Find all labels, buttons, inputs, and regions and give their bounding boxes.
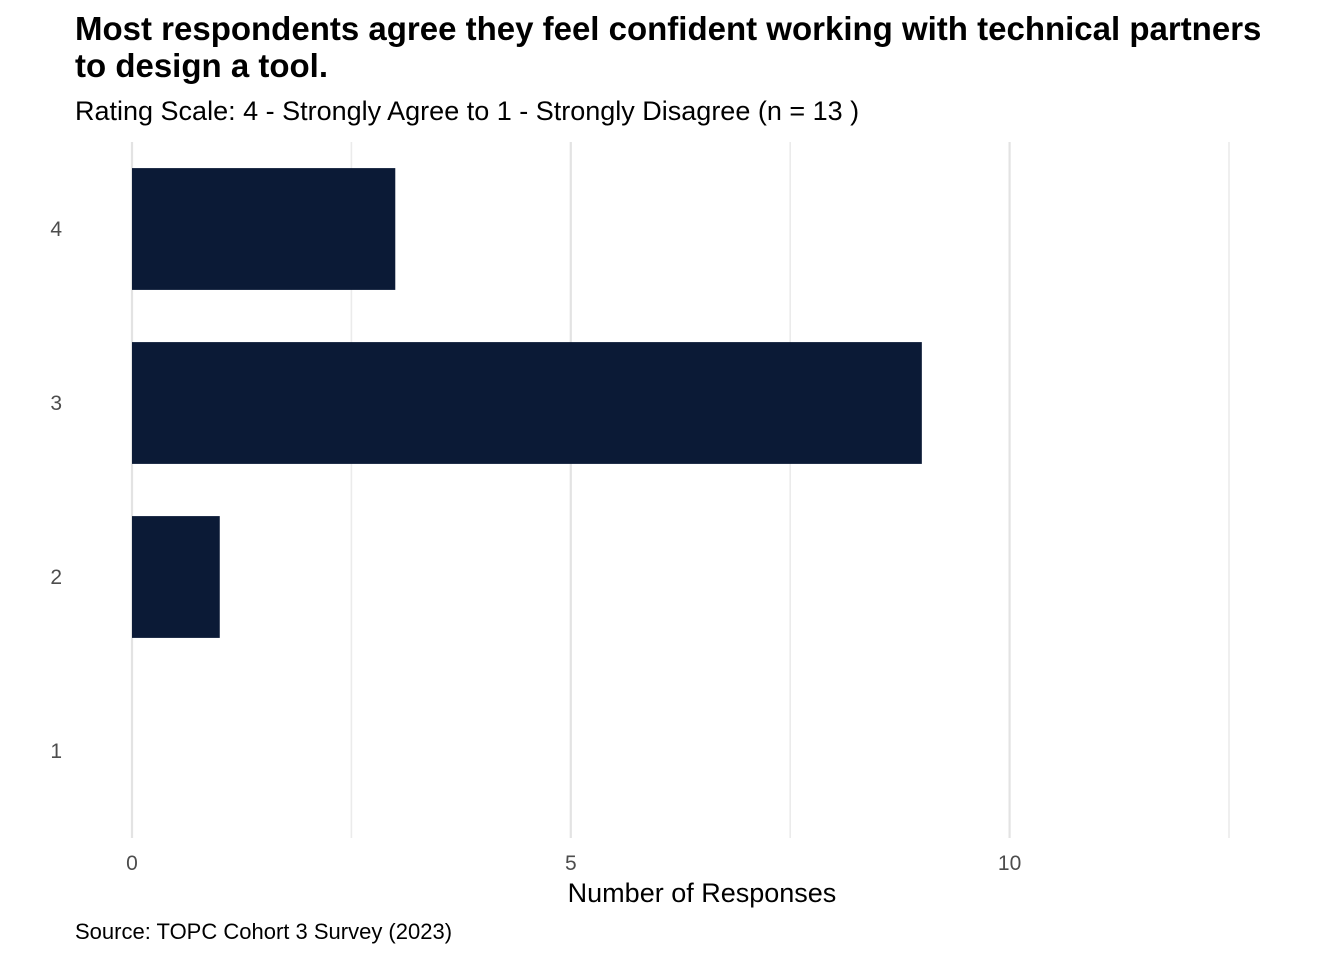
grid-layer (130, 142, 1230, 838)
chart-caption: Source: TOPC Cohort 3 Survey (2023) (75, 919, 453, 944)
x-tick-label: 10 (998, 852, 1021, 875)
chart-title: Most respondents agree they feel confide… (75, 10, 1262, 84)
y-tick-label: 4 (50, 218, 62, 241)
y-tick-label: 3 (50, 392, 62, 415)
bar-layer (132, 168, 922, 638)
bar-4 (132, 168, 396, 290)
x-tick-label: 0 (126, 852, 138, 875)
x-tick-label: 5 (565, 852, 577, 875)
chart-subtitle: Rating Scale: 4 - Strongly Agree to 1 - … (75, 96, 860, 126)
label-layer: 0 5 10 4 3 2 1 (50, 218, 1021, 875)
bar-2 (132, 516, 220, 638)
bar-3 (132, 342, 922, 464)
y-tick-label: 1 (50, 740, 62, 763)
y-tick-label: 2 (50, 566, 62, 589)
x-axis-title: Number of Responses (568, 878, 837, 908)
